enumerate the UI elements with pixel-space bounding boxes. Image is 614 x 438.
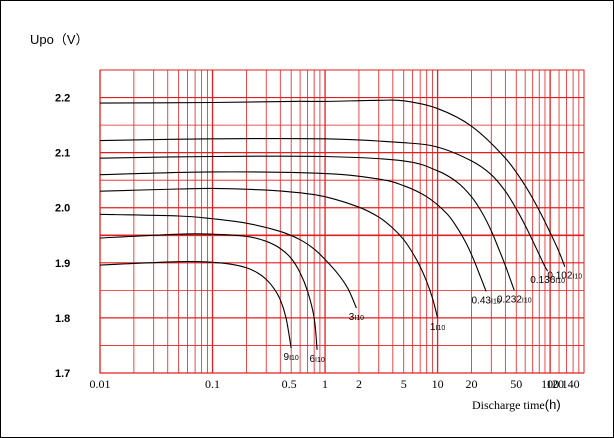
x-tick-label: 10 xyxy=(432,377,444,391)
series-curve-1I10 xyxy=(99,187,439,319)
series-curve-9I10 xyxy=(99,260,292,349)
x-tick-label: 1 xyxy=(322,377,328,391)
chart-grid xyxy=(99,69,585,374)
y-tick-label: 2.2 xyxy=(55,93,70,105)
y-tick-label: 2.1 xyxy=(55,148,70,160)
x-tick-label: 5 xyxy=(401,377,407,391)
series-label-main: 0.102 xyxy=(547,271,572,282)
x-tick-label: 20 xyxy=(465,377,477,391)
y-tick-label: 1.8 xyxy=(55,313,70,325)
x-axis-label: Discharge time(h) xyxy=(472,397,561,412)
y-tick-label: 1.7 xyxy=(55,368,70,380)
series-label-main: 0.43 xyxy=(472,295,492,306)
series-label-main: 6 xyxy=(309,354,315,365)
y-tick-label: 2.0 xyxy=(55,203,70,215)
x-tick-label: 2 xyxy=(356,377,362,391)
series-label-main: 9 xyxy=(284,352,290,363)
chart-series-labels: 9I10 6I103I101I100.43I100.232I100.136I100… xyxy=(284,271,583,365)
series-curve-6I10 xyxy=(99,233,318,350)
series-curve-0.43I10 xyxy=(99,171,487,292)
series-label-main: 0.136 xyxy=(530,275,555,286)
series-label-0.102I10: 0.102I10 xyxy=(547,271,582,282)
y-tick-label: 1.9 xyxy=(55,258,70,270)
series-label-9I10: 9I10 xyxy=(284,352,299,363)
y-axis-label: Upo（V） xyxy=(30,32,89,47)
series-curve-0.136I10 xyxy=(99,137,549,272)
series-label-main: 3 xyxy=(349,312,355,323)
plot-border xyxy=(99,69,585,374)
x-tick-label: 120 xyxy=(546,377,564,391)
series-label-1I10: 1I10 xyxy=(430,322,445,333)
series-label-sub: I10 xyxy=(315,357,325,364)
chart-curves xyxy=(99,99,566,350)
chart-tick-labels: 1.7 1.8 1.9 2.0 2.1 2.2 0.01 0.1 0.5 1 2 5 10 20 50 100… xyxy=(55,93,580,391)
series-label-0.43I10: 0.43I10 xyxy=(472,295,501,306)
series-label-3I10: 3I10 xyxy=(349,312,364,323)
series-curve-3I10 xyxy=(99,213,357,309)
series-label-sub: I10 xyxy=(436,325,446,332)
x-tick-label: 0.01 xyxy=(90,377,111,391)
series-label-0.136I10: 0.136I10 xyxy=(530,275,565,286)
x-tick-label: 0.5 xyxy=(282,377,297,391)
series-label-6I10: 6I10 xyxy=(309,354,324,365)
series-label-main: 1 xyxy=(430,322,436,333)
series-curve-0.102I10 xyxy=(99,99,566,267)
series-label-sub: I10 xyxy=(289,355,299,362)
x-tick-label: 100 xyxy=(541,377,559,391)
x-axis-label-unit: (h) xyxy=(545,397,561,412)
series-label-sub: I10 xyxy=(555,278,565,285)
series-curve-0.232I10 xyxy=(99,155,515,291)
series-label-sub: I10 xyxy=(354,315,364,322)
x-axis-label-text: Discharge time xyxy=(472,398,545,412)
x-tick-label: 140 xyxy=(562,377,580,391)
series-label-sub: I10 xyxy=(522,297,532,304)
series-label-sub: I10 xyxy=(572,274,582,281)
x-tick-label: 50 xyxy=(510,377,522,391)
series-label-main: 0.232 xyxy=(497,294,522,305)
x-tick-label: 0.1 xyxy=(205,377,220,391)
series-label-sub: I10 xyxy=(491,298,501,305)
series-label-0.232I10: 0.232I10 xyxy=(497,294,532,305)
